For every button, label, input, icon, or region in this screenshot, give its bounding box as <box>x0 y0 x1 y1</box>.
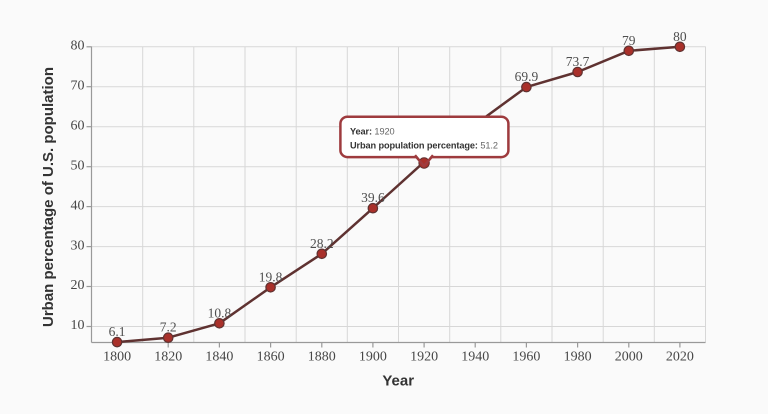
svg-text:10.8: 10.8 <box>208 305 232 320</box>
svg-text:1940: 1940 <box>461 349 489 364</box>
svg-text:73.7: 73.7 <box>566 54 590 69</box>
svg-text:1920: 1920 <box>410 349 438 364</box>
svg-text:1800: 1800 <box>103 349 131 364</box>
svg-text:6.1: 6.1 <box>109 324 126 339</box>
svg-text:Urban population percentage: 5: Urban population percentage: 51.2 <box>350 140 498 150</box>
svg-text:10: 10 <box>71 318 85 333</box>
svg-text:80: 80 <box>673 29 687 44</box>
svg-text:60: 60 <box>71 118 85 133</box>
svg-text:7.2: 7.2 <box>160 320 177 335</box>
svg-text:50: 50 <box>71 158 85 173</box>
svg-text:2020: 2020 <box>666 349 694 364</box>
svg-text:20: 20 <box>71 278 85 293</box>
svg-text:70: 70 <box>71 78 85 93</box>
svg-text:1960: 1960 <box>512 349 540 364</box>
svg-text:19.8: 19.8 <box>259 269 283 284</box>
svg-text:40: 40 <box>71 198 85 213</box>
svg-text:1900: 1900 <box>359 349 387 364</box>
svg-text:1860: 1860 <box>257 349 285 364</box>
svg-text:28.2: 28.2 <box>310 236 334 251</box>
svg-text:69.9: 69.9 <box>515 69 539 84</box>
svg-text:1980: 1980 <box>564 349 592 364</box>
svg-text:1820: 1820 <box>154 349 182 364</box>
svg-text:39.6: 39.6 <box>361 190 385 205</box>
svg-text:79: 79 <box>622 33 636 48</box>
svg-text:Urban percentage of U.S. popul: Urban percentage of U.S. population <box>40 67 57 327</box>
svg-text:Year: Year <box>382 373 414 390</box>
svg-text:1840: 1840 <box>205 349 233 364</box>
svg-text:80: 80 <box>71 39 85 54</box>
svg-text:Year: 1920: Year: 1920 <box>350 126 394 136</box>
svg-text:30: 30 <box>71 238 85 253</box>
svg-text:1880: 1880 <box>308 349 336 364</box>
svg-text:2000: 2000 <box>615 349 643 364</box>
